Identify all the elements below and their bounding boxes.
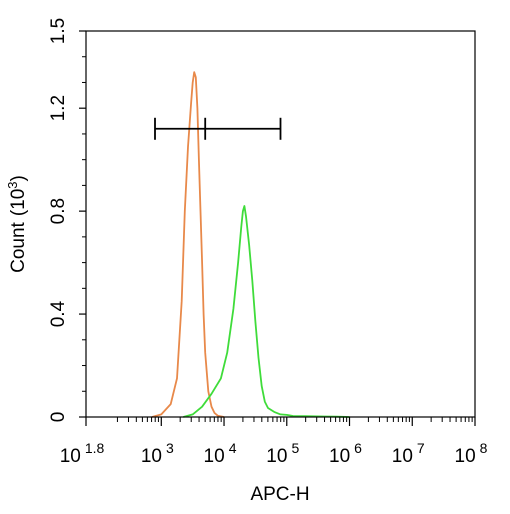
x-tick-label: 10 3: [141, 440, 174, 467]
x-tick-label: 10 5: [266, 440, 299, 467]
y-axis-label-unit-close: ): [8, 175, 29, 181]
y-axis-label-main: Count: [8, 221, 29, 272]
x-tick-label: 10 1.8: [60, 440, 105, 467]
x-tick-label: 10 7: [392, 440, 425, 467]
x-tick-label: 10 8: [455, 440, 488, 467]
x-tick-label: 10 4: [204, 440, 237, 467]
x-tick-label: 10 6: [329, 440, 362, 467]
y-tick-label: 1.5: [48, 18, 69, 44]
y-tick-label: 0.4: [48, 300, 69, 327]
gate-marker: [154, 117, 282, 140]
plot-frame: [85, 30, 476, 418]
y-axis: 0 0.4 0.8 1.2 1.5: [48, 18, 86, 423]
x-axis: 10 1.8 10 3 10 4 10 5 10 6 10 7 10 8: [60, 417, 488, 467]
x-axis-label: APC-H: [250, 484, 309, 505]
y-tick-label: 0.8: [48, 198, 69, 224]
y-tick-label: 0: [48, 412, 69, 423]
y-axis-label: Count (103): [5, 175, 29, 273]
y-tick-label: 1.2: [48, 95, 69, 121]
series-line-1: [151, 71, 225, 418]
y-axis-label-unit-base: (10: [8, 189, 29, 216]
series-layer: [151, 71, 350, 418]
series-line-2: [183, 205, 350, 418]
y-axis-label-unit-exp: 3: [5, 181, 20, 188]
